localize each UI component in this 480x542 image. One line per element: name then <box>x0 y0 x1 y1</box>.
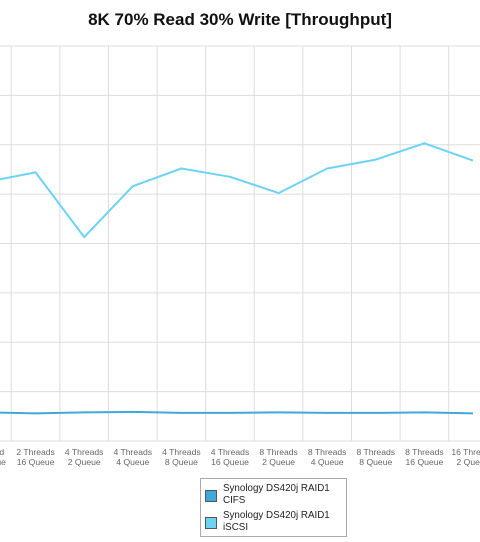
x-tick-label-line: 8 Queue <box>165 457 198 467</box>
x-tick-label: 4 Threads 4 Queue <box>114 447 153 467</box>
x-tick-label-line: 16 Threads <box>451 447 480 457</box>
x-tick-label: 4 Threads 2 Queue <box>65 447 104 467</box>
x-tick-label-line: 2 Queue <box>262 457 295 467</box>
x-tick-label-line: 2 Queue <box>457 457 480 467</box>
legend-label-iscsi: Synology DS420j RAID1 iSCSI <box>223 510 330 533</box>
x-tick-label: 1 Thread16 Queue <box>0 447 6 467</box>
x-tick-label-line: 4 Threads <box>211 447 250 457</box>
x-tick-label-line: 8 Threads <box>308 447 347 457</box>
legend-label-cifs: Synology DS420j RAID1 CIFS <box>223 483 330 506</box>
series-line-0 <box>0 410 474 415</box>
x-tick-label: 2 Threads 16 Queue <box>16 447 55 467</box>
x-tick-label-line: 8 Threads <box>405 447 444 457</box>
x-tick-label: 8 Threads 16 Queue <box>405 447 444 467</box>
x-tick-label-line: 1 Thread <box>0 447 4 457</box>
x-tick-label-line: 4 Queue <box>311 457 344 467</box>
x-tick-label: 4 Threads 8 Queue <box>162 447 201 467</box>
x-tick-label: 8 Threads 4 Queue <box>308 447 347 467</box>
chart-title: 8K 70% Read 30% Write [Throughput] <box>88 10 392 29</box>
x-tick-label-line: 4 Threads <box>65 447 104 457</box>
x-tick-label-line: 8 Threads <box>259 447 298 457</box>
x-tick-label: 4 Threads 16 Queue <box>211 447 250 467</box>
x-tick-label-line: 16 Queue <box>406 457 444 467</box>
x-tick-label-line: 8 Threads <box>357 447 396 457</box>
x-tick-label-line: 16 Queue <box>17 457 55 467</box>
legend: Synology DS420j RAID1 CIFS Synology DS42… <box>200 478 347 537</box>
x-tick-label-line: 4 Threads <box>162 447 201 457</box>
x-tick-label-line: 2 Threads <box>16 447 55 457</box>
series-lines <box>0 142 474 415</box>
legend-item-cifs[interactable]: Synology DS420j RAID1 CIFS <box>205 483 345 509</box>
x-tick-label-line: 2 Queue <box>68 457 101 467</box>
x-tick-label: 8 Threads 2 Queue <box>259 447 298 467</box>
series-line-1 <box>0 142 474 239</box>
x-tick-label-line: 16 Queue <box>0 457 6 467</box>
x-tick-label-line: 8 Queue <box>359 457 392 467</box>
x-tick-label-line: 4 Threads <box>114 447 153 457</box>
grid <box>0 45 480 442</box>
x-tick-label: 8 Threads 8 Queue <box>357 447 396 467</box>
legend-swatch-iscsi <box>205 517 217 529</box>
legend-item-iscsi[interactable]: Synology DS420j RAID1 iSCSI <box>205 510 345 536</box>
x-tick-label-line: 4 Queue <box>116 457 149 467</box>
legend-swatch-cifs <box>205 490 217 502</box>
x-tick-label-line: 16 Queue <box>211 457 249 467</box>
